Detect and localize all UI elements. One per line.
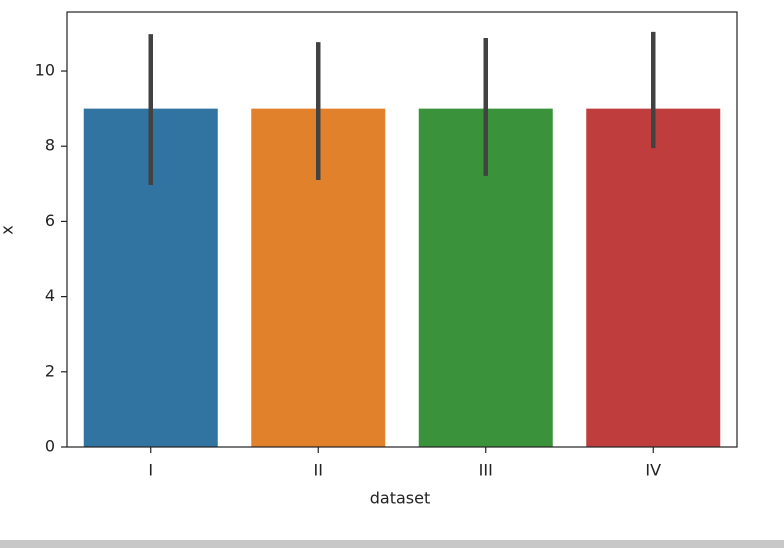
y-tick-label: 8 [45,136,55,155]
x-tick-label: II [314,461,323,480]
y-tick-label: 0 [45,437,55,456]
window-edge [0,540,784,548]
x-axis-label: dataset [370,489,431,508]
y-tick-label: 6 [45,211,55,230]
x-tick-label: III [479,461,493,480]
x-tick-label: IV [645,461,661,480]
y-tick-label: 2 [45,361,55,380]
x-tick-label: I [148,461,153,480]
bar [586,108,721,448]
y-tick-label: 10 [35,61,55,80]
plot-frame [66,11,738,448]
y-axis-label: x [0,225,17,234]
y-tick-label: 4 [45,286,55,305]
